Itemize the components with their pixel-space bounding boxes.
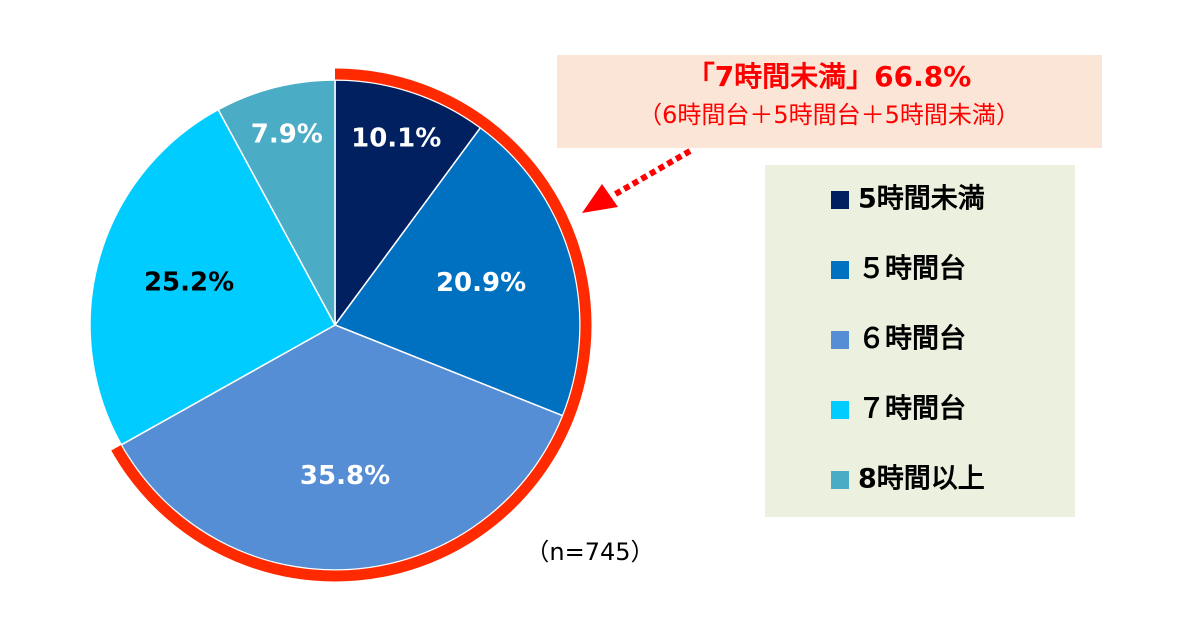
- highlight-arc: [111, 68, 592, 582]
- data-label: 20.9%: [436, 268, 526, 298]
- pie-slice: [217, 79, 336, 326]
- data-label: 7.9%: [251, 120, 323, 150]
- annotation-box: [557, 55, 1102, 148]
- legend-label: ６時間台: [858, 323, 966, 355]
- pie-slice: [333, 126, 581, 417]
- legend-swatch: [831, 261, 849, 279]
- legend-label: 5時間未満: [858, 184, 985, 215]
- legend-box: [765, 165, 1075, 517]
- pie-slice: [120, 324, 564, 571]
- legend-label: ５時間台: [858, 253, 966, 285]
- legend-label: 8時間以上: [858, 464, 985, 495]
- data-label: 35.8%: [300, 461, 390, 491]
- annotation-title: 「7時間未満」66.8%: [687, 60, 972, 93]
- pie-slice: [89, 108, 337, 446]
- annotation-subtitle: （6時間台＋5時間台＋5時間未満）: [638, 101, 1020, 129]
- pie-slice: [334, 79, 482, 328]
- legend: 5時間未満 ５時間台 ６時間台 ７時間台 8時間以上: [831, 184, 985, 495]
- pie: 10.1% 20.9% 35.8% 25.2% 7.9%: [89, 68, 592, 582]
- data-label: 25.2%: [144, 267, 234, 297]
- legend-swatch: [831, 191, 849, 209]
- arrow-line: [610, 148, 692, 199]
- sample-note: （n=745）: [525, 538, 654, 566]
- legend-label: ７時間台: [858, 393, 966, 425]
- legend-swatch: [831, 331, 849, 349]
- legend-swatch: [831, 401, 849, 419]
- arrow-head: [582, 184, 618, 213]
- legend-swatch: [831, 471, 849, 489]
- data-label: 10.1%: [351, 123, 441, 153]
